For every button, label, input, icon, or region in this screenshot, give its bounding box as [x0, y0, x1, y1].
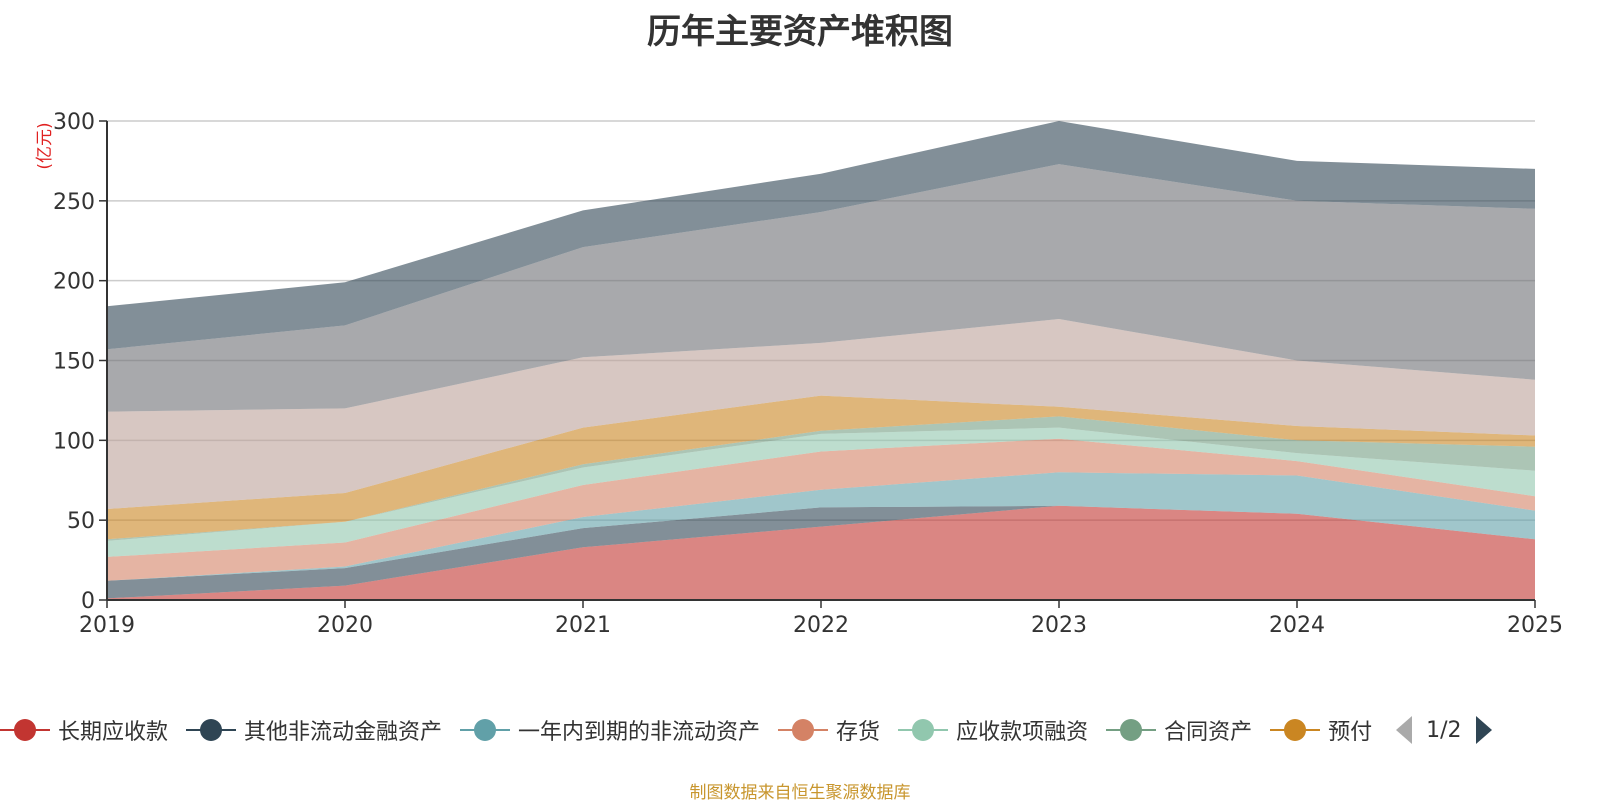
legend-item[interactable]: 预付 — [1270, 714, 1372, 746]
axis-layer: 0 50 100 150 200 250 300 2019 2020 2021 2022 2023 20… — [53, 110, 1563, 638]
legend-swatch-icon — [186, 719, 237, 741]
legend-label: 一年内到期的非流动资产 — [518, 720, 761, 745]
y-tick-label: 150 — [53, 350, 95, 375]
legend-item[interactable]: 合同资产 — [1106, 714, 1252, 746]
legend-page-indicator: 1/2 — [1426, 717, 1462, 743]
x-tick-label: 2021 — [555, 613, 611, 638]
x-tick-label: 2024 — [1269, 613, 1325, 638]
legend-item[interactable]: 存货 — [778, 714, 880, 746]
legend-swatch-icon — [460, 719, 511, 741]
legend-item[interactable]: 其他非流动金融资产 — [186, 714, 442, 746]
area-series-2[interactable] — [107, 505, 1535, 599]
x-tick-label: 2019 — [79, 613, 135, 638]
legend-label: 预付 — [1328, 720, 1373, 745]
legend-swatch-icon — [1106, 719, 1157, 741]
x-tick-label: 2020 — [317, 613, 373, 638]
x-tick-label: 2022 — [793, 613, 849, 638]
legend-next-page-icon[interactable] — [1475, 716, 1492, 744]
legend-swatch-icon — [0, 719, 50, 741]
source-note: 制图数据来自恒生聚源数据库 — [689, 783, 911, 803]
y-tick-label: 200 — [53, 270, 95, 295]
area-series-4[interactable] — [107, 438, 1535, 581]
legend-prev-page-icon[interactable] — [1396, 716, 1413, 744]
legend-item[interactable]: 一年内到期的非流动资产 — [460, 714, 760, 746]
y-tick-label: 300 — [53, 110, 95, 135]
area-series-1[interactable] — [107, 505, 1535, 600]
area-series-3[interactable] — [107, 472, 1535, 581]
x-tick-label: 2025 — [1507, 613, 1563, 638]
y-axis-unit-label: (亿元) — [35, 122, 55, 169]
legend-label: 合同资产 — [1164, 720, 1253, 745]
legend-swatch-icon — [778, 719, 829, 741]
legend-label: 长期应收款 — [58, 720, 169, 745]
area-series-10[interactable] — [107, 121, 1535, 350]
y-tick-label: 250 — [53, 190, 95, 215]
area-series-8[interactable] — [107, 319, 1535, 509]
area-series-5[interactable] — [107, 427, 1535, 557]
legend-item[interactable]: 长期应收款 — [0, 714, 168, 746]
area-layer — [107, 121, 1535, 600]
y-tick-label: 50 — [67, 509, 95, 534]
area-series-7[interactable] — [107, 395, 1535, 540]
y-tick-label: 100 — [53, 429, 95, 454]
y-tick-label: 0 — [81, 589, 95, 614]
legend-label: 应收款项融资 — [956, 720, 1089, 745]
area-series-9[interactable] — [107, 164, 1535, 412]
legend-item[interactable]: 应收款项融资 — [898, 714, 1088, 746]
x-tick-label: 2023 — [1031, 613, 1087, 638]
legend-label: 存货 — [836, 720, 881, 745]
legend: 长期应收款 其他非流动金融资产 一年内到期的非流动资产 存货 应收款项融资 合同资产 预付 1… — [0, 712, 1600, 748]
legend-swatch-icon — [898, 719, 949, 741]
chart-title: 历年主要资产堆积图 — [647, 12, 953, 52]
legend-label: 其他非流动金融资产 — [244, 720, 443, 745]
legend-pager: 1/2 — [1396, 716, 1492, 744]
legend-swatch-icon — [1270, 719, 1321, 741]
